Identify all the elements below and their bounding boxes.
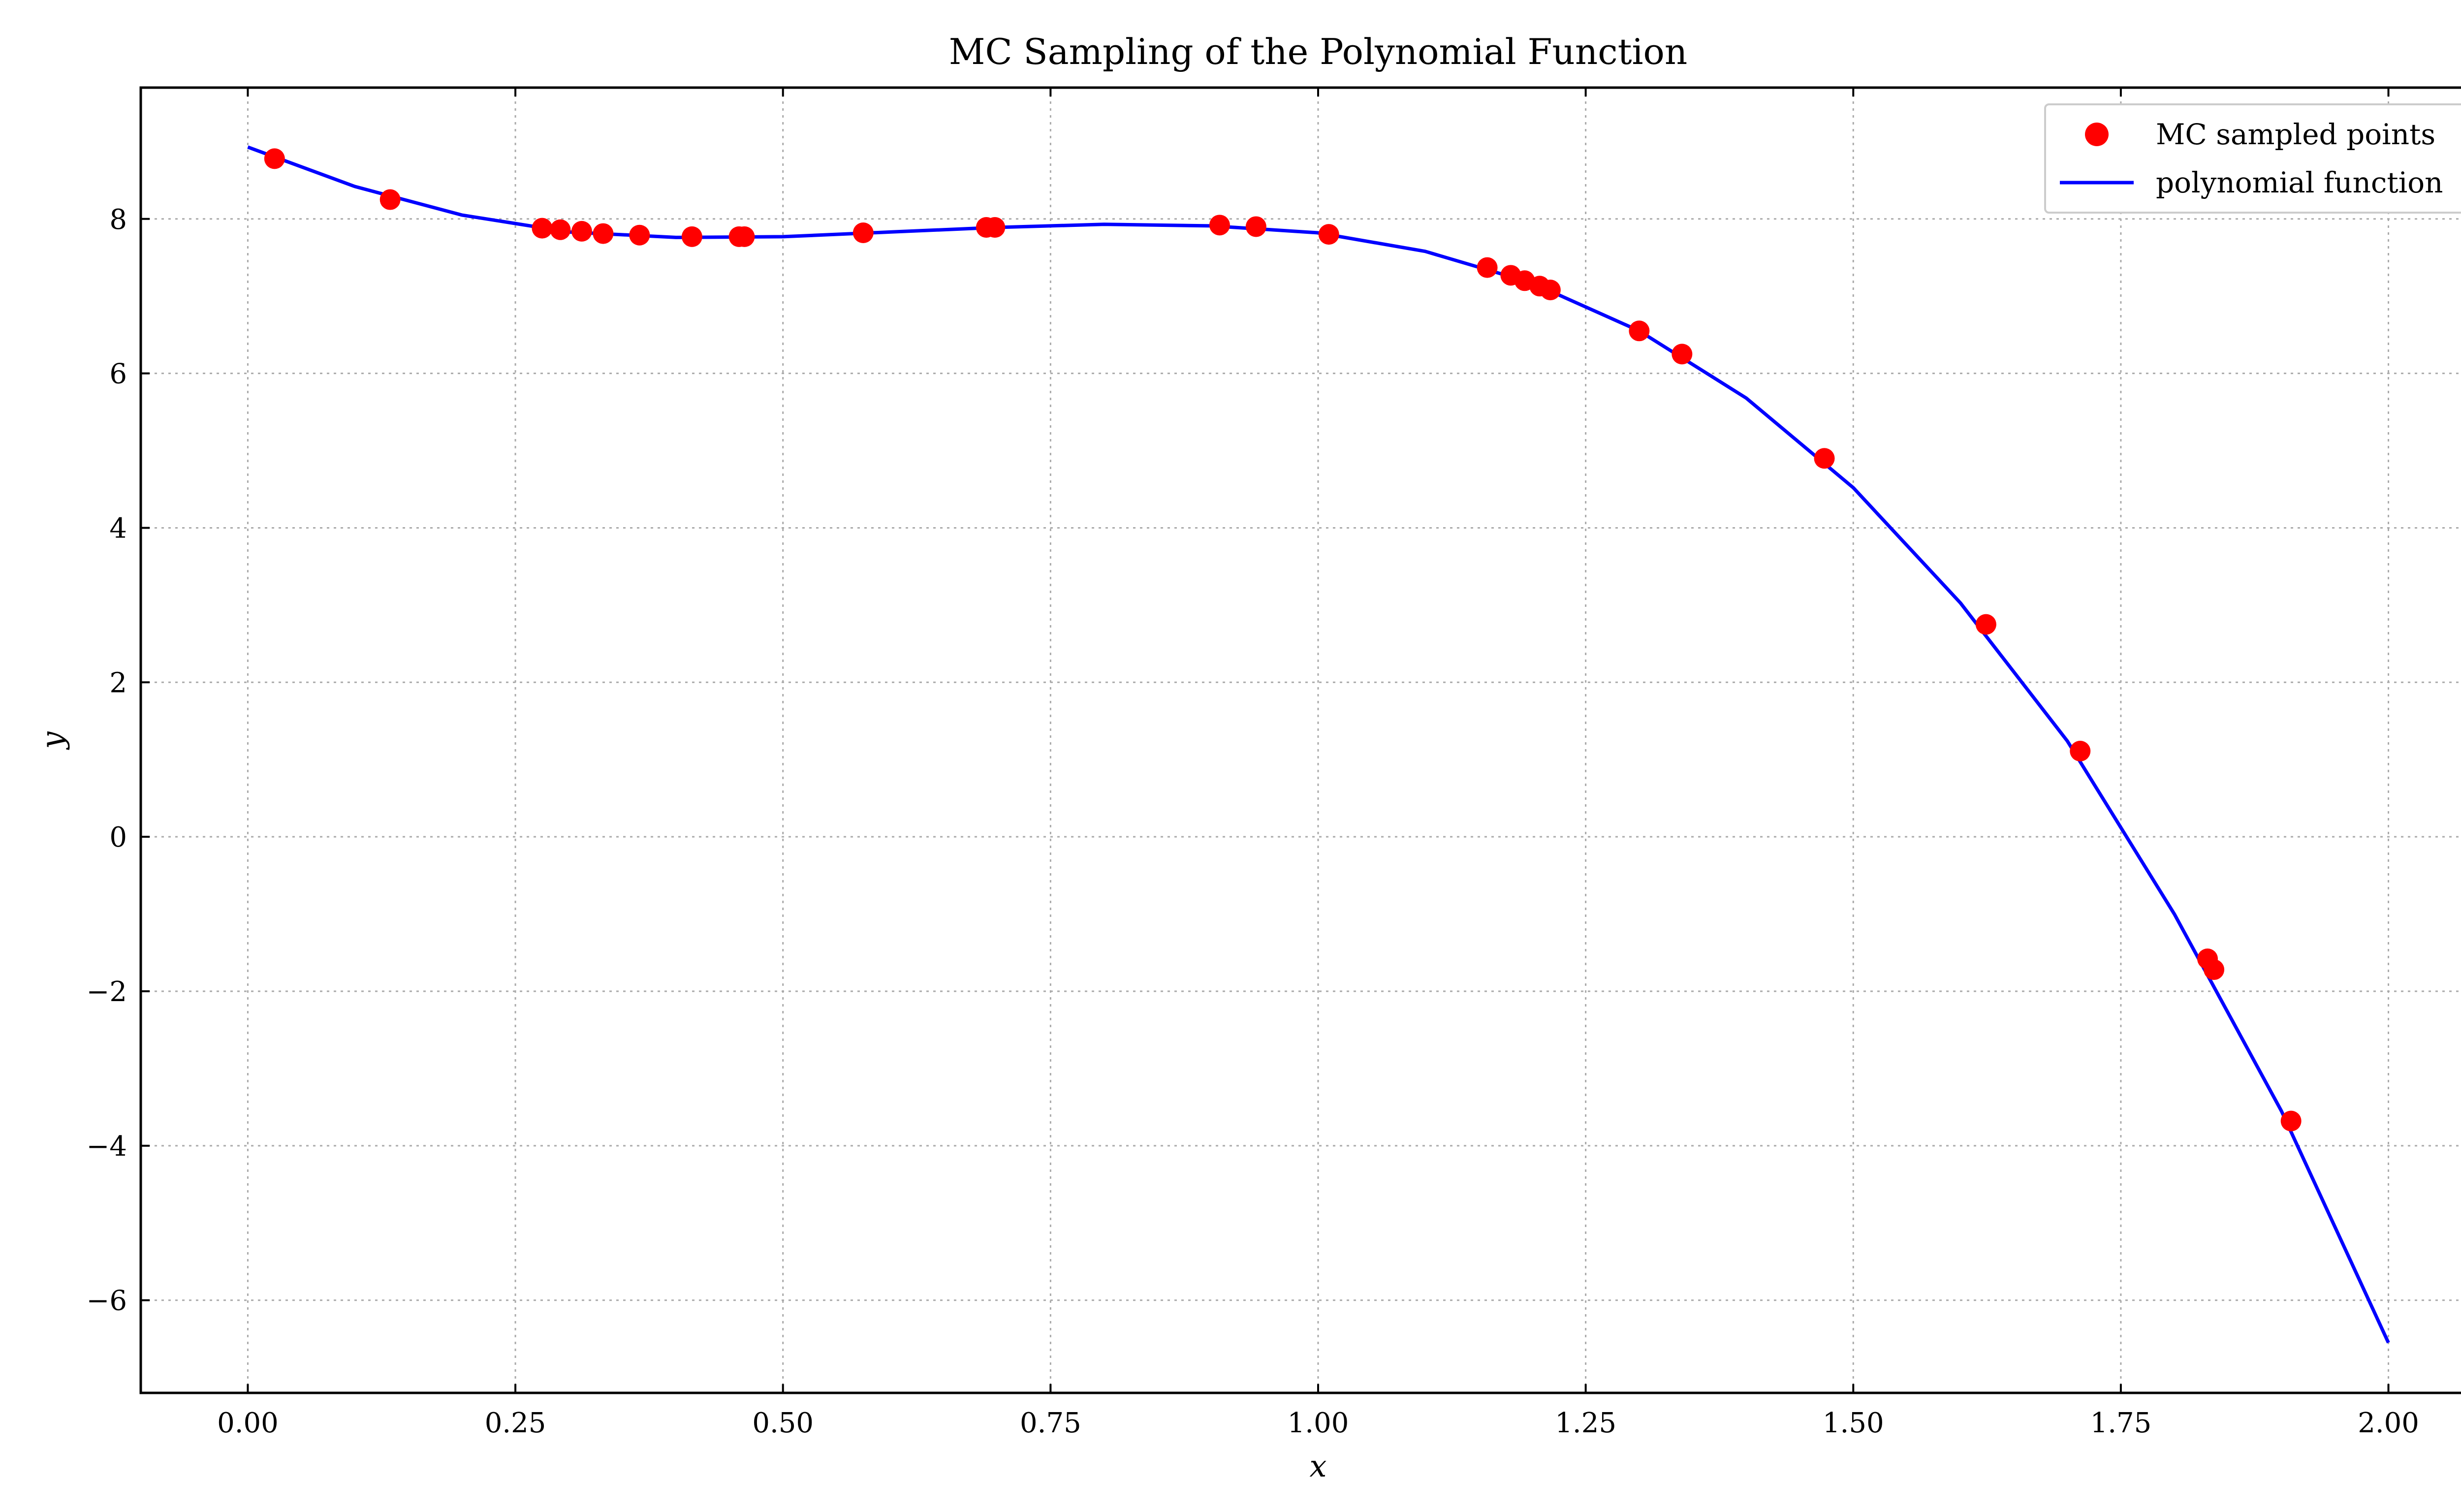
mc-sampled-point [1477,257,1498,278]
mc-sampled-point [532,218,553,239]
mc-sampled-point [1245,216,1266,237]
mc-sampled-point [1975,614,1996,635]
mc-sampled-point [1672,344,1693,365]
mc-sampled-point [550,219,571,240]
y-tick-label: 4 [109,512,127,544]
chart-title: MC Sampling of the Polynomial Function [949,31,1688,72]
x-tick-label: 1.00 [1288,1407,1349,1439]
y-tick-label: 0 [109,821,127,853]
x-tick-label: 0.25 [485,1407,546,1439]
mc-sampled-point [264,148,285,169]
mc-sampled-point [1209,215,1230,236]
mc-sampled-point [984,217,1006,238]
mc-sampled-point [379,189,401,210]
mc-sampled-point [2070,740,2091,761]
mc-sampled-point [2280,1110,2302,1132]
axis-ticks: 0.00 0.25 0.50 0.75 1.00 1.25 1.50 1.75 2.00 −6 −4… [86,88,2419,1439]
x-tick-label: 0.00 [217,1407,279,1439]
mc-sampled-point [629,224,650,246]
x-tick-label: 1.25 [1555,1407,1616,1439]
x-tick-label: 2.00 [2358,1407,2419,1439]
mc-sampled-point [1629,320,1650,342]
plot-area [247,145,2390,1344]
mc-sampled-point [852,222,874,244]
mc-sampled-point [1540,280,1561,301]
mc-sampled-point [571,220,592,242]
mc-sampled-point [734,226,755,247]
y-tick-label: 2 [109,667,127,699]
x-tick-label: 0.75 [1020,1407,1081,1439]
mc-sampled-point [1318,224,1339,245]
x-tick-label: 1.75 [2090,1407,2152,1439]
mc-sampled-point [1814,448,1835,469]
y-tick-label: 6 [109,358,127,390]
x-axis-label: x [1310,1448,1327,1484]
legend-label-line: polynomial function [2156,166,2443,199]
mc-sampled-point [593,223,614,244]
legend-marker-scatter [2085,123,2109,146]
y-axis-label: y [34,731,70,751]
x-tick-label: 1.50 [1823,1407,1884,1439]
legend: MC sampled points polynomial function [2044,103,2461,214]
legend-box [2044,103,2461,214]
mc-sampled-point [2204,959,2225,980]
x-tick-label: 0.50 [752,1407,814,1439]
y-tick-label: −4 [86,1131,127,1163]
y-tick-label: −6 [86,1285,127,1317]
legend-label-scatter: MC sampled points [2156,118,2435,151]
y-tick-label: −2 [86,976,127,1008]
y-tick-label: 8 [109,204,127,236]
mc-sampled-point [681,226,702,247]
